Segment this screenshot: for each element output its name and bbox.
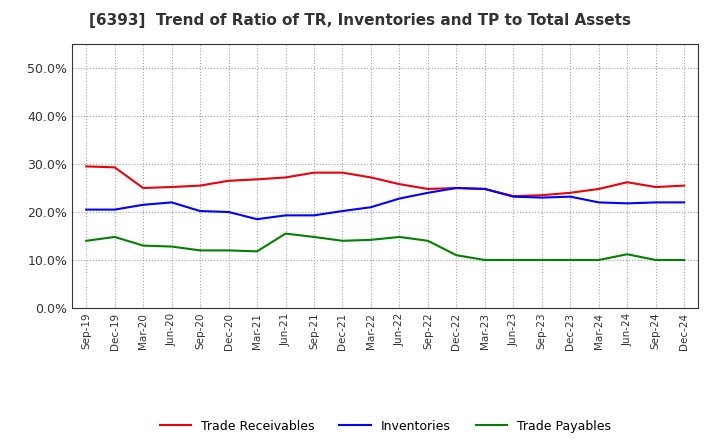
Trade Payables — [452, 253, 461, 258]
Trade Receivables — [253, 177, 261, 182]
Trade Receivables — [139, 185, 148, 191]
Inventories — [196, 209, 204, 214]
Trade Receivables — [652, 184, 660, 190]
Trade Payables — [225, 248, 233, 253]
Trade Receivables — [480, 186, 489, 191]
Trade Payables — [480, 257, 489, 263]
Inventories — [623, 201, 631, 206]
Trade Payables — [282, 231, 290, 236]
Trade Payables — [595, 257, 603, 263]
Inventories — [423, 190, 432, 195]
Inventories — [652, 200, 660, 205]
Trade Receivables — [509, 194, 518, 199]
Trade Receivables — [595, 186, 603, 191]
Trade Receivables — [310, 170, 318, 175]
Trade Payables — [509, 257, 518, 263]
Trade Payables — [338, 238, 347, 243]
Inventories — [167, 200, 176, 205]
Inventories — [225, 209, 233, 215]
Trade Payables — [139, 243, 148, 248]
Trade Receivables — [196, 183, 204, 188]
Trade Payables — [366, 237, 375, 242]
Trade Payables — [82, 238, 91, 243]
Trade Payables — [253, 249, 261, 254]
Inventories — [395, 196, 404, 201]
Trade Receivables — [338, 170, 347, 175]
Trade Receivables — [452, 185, 461, 191]
Trade Payables — [395, 235, 404, 240]
Trade Payables — [310, 235, 318, 240]
Trade Receivables — [110, 165, 119, 170]
Inventories — [253, 216, 261, 222]
Trade Receivables — [680, 183, 688, 188]
Trade Payables — [167, 244, 176, 249]
Trade Receivables — [82, 164, 91, 169]
Trade Payables — [423, 238, 432, 243]
Inventories — [509, 194, 518, 199]
Trade Receivables — [225, 178, 233, 183]
Inventories — [566, 194, 575, 199]
Inventories — [595, 200, 603, 205]
Inventories — [338, 209, 347, 214]
Trade Payables — [566, 257, 575, 263]
Inventories — [139, 202, 148, 207]
Line: Inventories: Inventories — [86, 188, 684, 219]
Inventories — [366, 205, 375, 210]
Trade Receivables — [623, 180, 631, 185]
Trade Payables — [196, 248, 204, 253]
Trade Receivables — [537, 193, 546, 198]
Inventories — [452, 185, 461, 191]
Inventories — [110, 207, 119, 212]
Trade Payables — [623, 252, 631, 257]
Trade Receivables — [423, 186, 432, 191]
Text: [6393]  Trend of Ratio of TR, Inventories and TP to Total Assets: [6393] Trend of Ratio of TR, Inventories… — [89, 13, 631, 28]
Legend: Trade Receivables, Inventories, Trade Payables: Trade Receivables, Inventories, Trade Pa… — [155, 414, 616, 437]
Inventories — [480, 186, 489, 191]
Inventories — [282, 213, 290, 218]
Line: Trade Receivables: Trade Receivables — [86, 166, 684, 196]
Trade Payables — [537, 257, 546, 263]
Trade Payables — [680, 257, 688, 263]
Inventories — [537, 195, 546, 200]
Trade Receivables — [366, 175, 375, 180]
Trade Payables — [652, 257, 660, 263]
Inventories — [310, 213, 318, 218]
Inventories — [680, 200, 688, 205]
Line: Trade Payables: Trade Payables — [86, 234, 684, 260]
Inventories — [82, 207, 91, 212]
Trade Receivables — [395, 182, 404, 187]
Trade Receivables — [282, 175, 290, 180]
Trade Payables — [110, 235, 119, 240]
Trade Receivables — [566, 190, 575, 195]
Trade Receivables — [167, 184, 176, 190]
